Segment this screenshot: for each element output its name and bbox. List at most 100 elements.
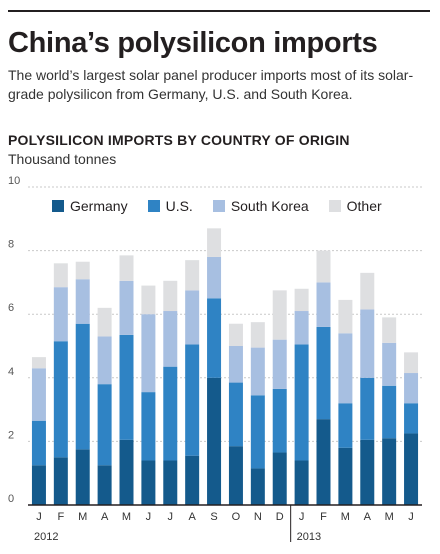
bar-segment-germany	[31, 465, 46, 505]
bar-segment-germany	[53, 457, 68, 505]
bar-segment-u-s	[316, 326, 331, 420]
x-tick-label: M	[122, 511, 131, 523]
x-tick-label: J	[299, 511, 305, 523]
bar-segment-south-korea	[53, 287, 68, 342]
x-tick-label: F	[57, 511, 64, 523]
bar-segment-other	[338, 299, 353, 334]
chart-title: POLYSILICON IMPORTS BY COUNTRY OF ORIGIN	[8, 132, 350, 148]
bar-segment-u-s	[75, 323, 90, 450]
bar-segment-south-korea	[228, 346, 243, 383]
x-tick-label: J	[408, 511, 414, 523]
bar-segment-other	[250, 322, 265, 348]
bar-segment-south-korea	[207, 256, 222, 299]
bar-segment-other	[163, 280, 178, 312]
legend-swatch	[147, 200, 160, 212]
x-tick-label: D	[276, 511, 284, 523]
bar-segment-south-korea	[360, 309, 375, 378]
bar-segment-u-s	[53, 341, 68, 458]
bar-segment-germany	[119, 439, 134, 505]
bar-segment-germany	[163, 460, 178, 505]
bar-segment-other	[228, 323, 243, 346]
y-tick-label: 10	[8, 175, 20, 187]
bar-segment-other	[272, 290, 287, 340]
bar-segment-south-korea	[316, 282, 331, 327]
legend-swatch	[328, 200, 341, 212]
bar-segment-u-s	[119, 334, 134, 440]
legend-label: U.S.	[165, 198, 193, 214]
legend-label: Other	[346, 198, 382, 214]
top-rule	[8, 10, 430, 12]
bar-segment-south-korea	[272, 339, 287, 389]
bar-segment-u-s	[338, 403, 353, 448]
x-tick-label: N	[254, 511, 262, 523]
gridlines	[28, 186, 422, 442]
x-tick-label: O	[232, 511, 241, 523]
y-tick-label: 4	[8, 366, 14, 378]
bar-segment-u-s	[272, 388, 287, 453]
axes: 0 2 4 6 8 10 J F M A M J J A S O N D J F M A M J 2012 2013	[8, 175, 422, 543]
bar-segment-south-korea	[294, 311, 309, 345]
bar-segment-u-s	[97, 384, 112, 466]
page-title: China’s polysilicon imports	[8, 27, 378, 59]
bar-segment-u-s	[382, 385, 397, 439]
bar-segment-other	[360, 272, 375, 310]
x-tick-label: J	[36, 511, 42, 523]
legend-item-south-korea: South Korea	[212, 198, 309, 214]
x-tick-label: A	[364, 511, 372, 523]
bar-segment-germany	[97, 465, 112, 505]
bar-segment-u-s	[228, 382, 243, 447]
page-subtitle: The world’s largest solar panel producer…	[8, 67, 414, 102]
bar-segment-other	[294, 288, 309, 312]
bar-segment-other	[382, 317, 397, 343]
bar-segment-germany	[294, 460, 309, 505]
x-tick-label: J	[146, 511, 152, 523]
legend-item-u-s: U.S.	[147, 198, 193, 214]
year-label: 2012	[34, 531, 58, 543]
legend-swatch	[212, 200, 225, 212]
bar-segment-other	[53, 263, 68, 288]
year-label: 2013	[297, 531, 321, 543]
x-tick-label: A	[101, 511, 109, 523]
bar-segment-u-s	[185, 344, 200, 456]
bar-segment-other	[75, 261, 90, 280]
legend-label: South Korea	[230, 198, 309, 214]
bar-segment-south-korea	[119, 280, 134, 335]
bar-segment-south-korea	[97, 336, 112, 385]
x-tick-label: M	[78, 511, 87, 523]
bar-segment-germany	[404, 433, 419, 505]
bar-segment-u-s	[163, 366, 178, 461]
bar-segment-south-korea	[250, 347, 265, 396]
bar-segment-germany	[316, 419, 331, 505]
bar-segment-u-s	[31, 420, 46, 466]
bar-segment-germany	[382, 438, 397, 505]
bar-segment-other	[119, 255, 134, 281]
chart-units-label: Thousand tonnes	[8, 151, 117, 167]
y-tick-label: 8	[8, 239, 14, 251]
bar-segment-germany	[250, 468, 265, 505]
bar-segment-germany	[141, 460, 156, 505]
bar-segment-other	[207, 228, 222, 257]
bar-segment-south-korea	[382, 342, 397, 386]
bar-segment-other	[404, 352, 419, 374]
bar-segment-south-korea	[75, 279, 90, 324]
x-tick-label: F	[320, 511, 327, 523]
bar-segment-germany	[75, 449, 90, 505]
bar-segment-germany	[272, 452, 287, 505]
bar-segment-other	[141, 285, 156, 315]
bar-segment-germany	[360, 439, 375, 505]
bar-segment-south-korea	[163, 311, 178, 367]
x-tick-label: S	[210, 511, 217, 523]
legend-item-other: Other	[328, 198, 382, 214]
bar-segment-germany	[207, 377, 222, 505]
bar-segment-u-s	[360, 377, 375, 440]
legend-item-germany: Germany	[52, 198, 128, 214]
bar-segment-u-s	[207, 298, 222, 378]
x-tick-label: J	[168, 511, 174, 523]
bar-segment-u-s	[294, 344, 309, 461]
y-tick-label: 0	[8, 493, 14, 505]
legend-label: Germany	[70, 198, 128, 214]
bar-segment-south-korea	[338, 333, 353, 404]
bar-segment-other	[185, 260, 200, 291]
bars	[31, 228, 419, 505]
